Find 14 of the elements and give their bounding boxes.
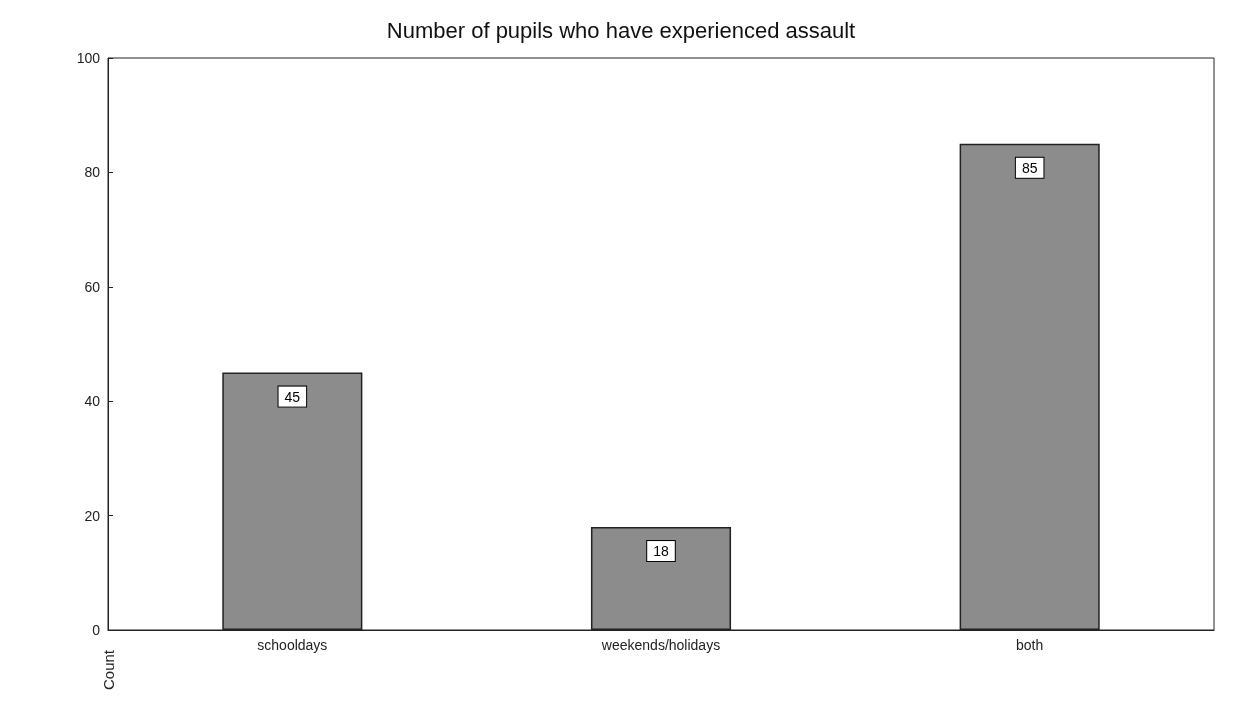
data-label: 85 <box>1021 159 1038 176</box>
x-tick-label: weekends/holidays <box>600 637 721 653</box>
data-label: 45 <box>284 388 301 405</box>
y-tick-label: 60 <box>84 278 101 295</box>
data-label: 18 <box>653 543 669 560</box>
x-tick-label: both <box>1016 637 1044 653</box>
y-tick-label: 20 <box>84 507 101 524</box>
y-tick-label: 40 <box>84 393 101 410</box>
chart-title: Number of pupils who have experienced assault <box>386 17 856 43</box>
y-axis-title: Count <box>99 649 117 690</box>
x-tick-label: schooldays <box>257 637 328 653</box>
y-tick-label: 100 <box>76 50 101 66</box>
y-tick-label: 0 <box>92 622 101 638</box>
y-tick-label: 80 <box>84 164 101 181</box>
